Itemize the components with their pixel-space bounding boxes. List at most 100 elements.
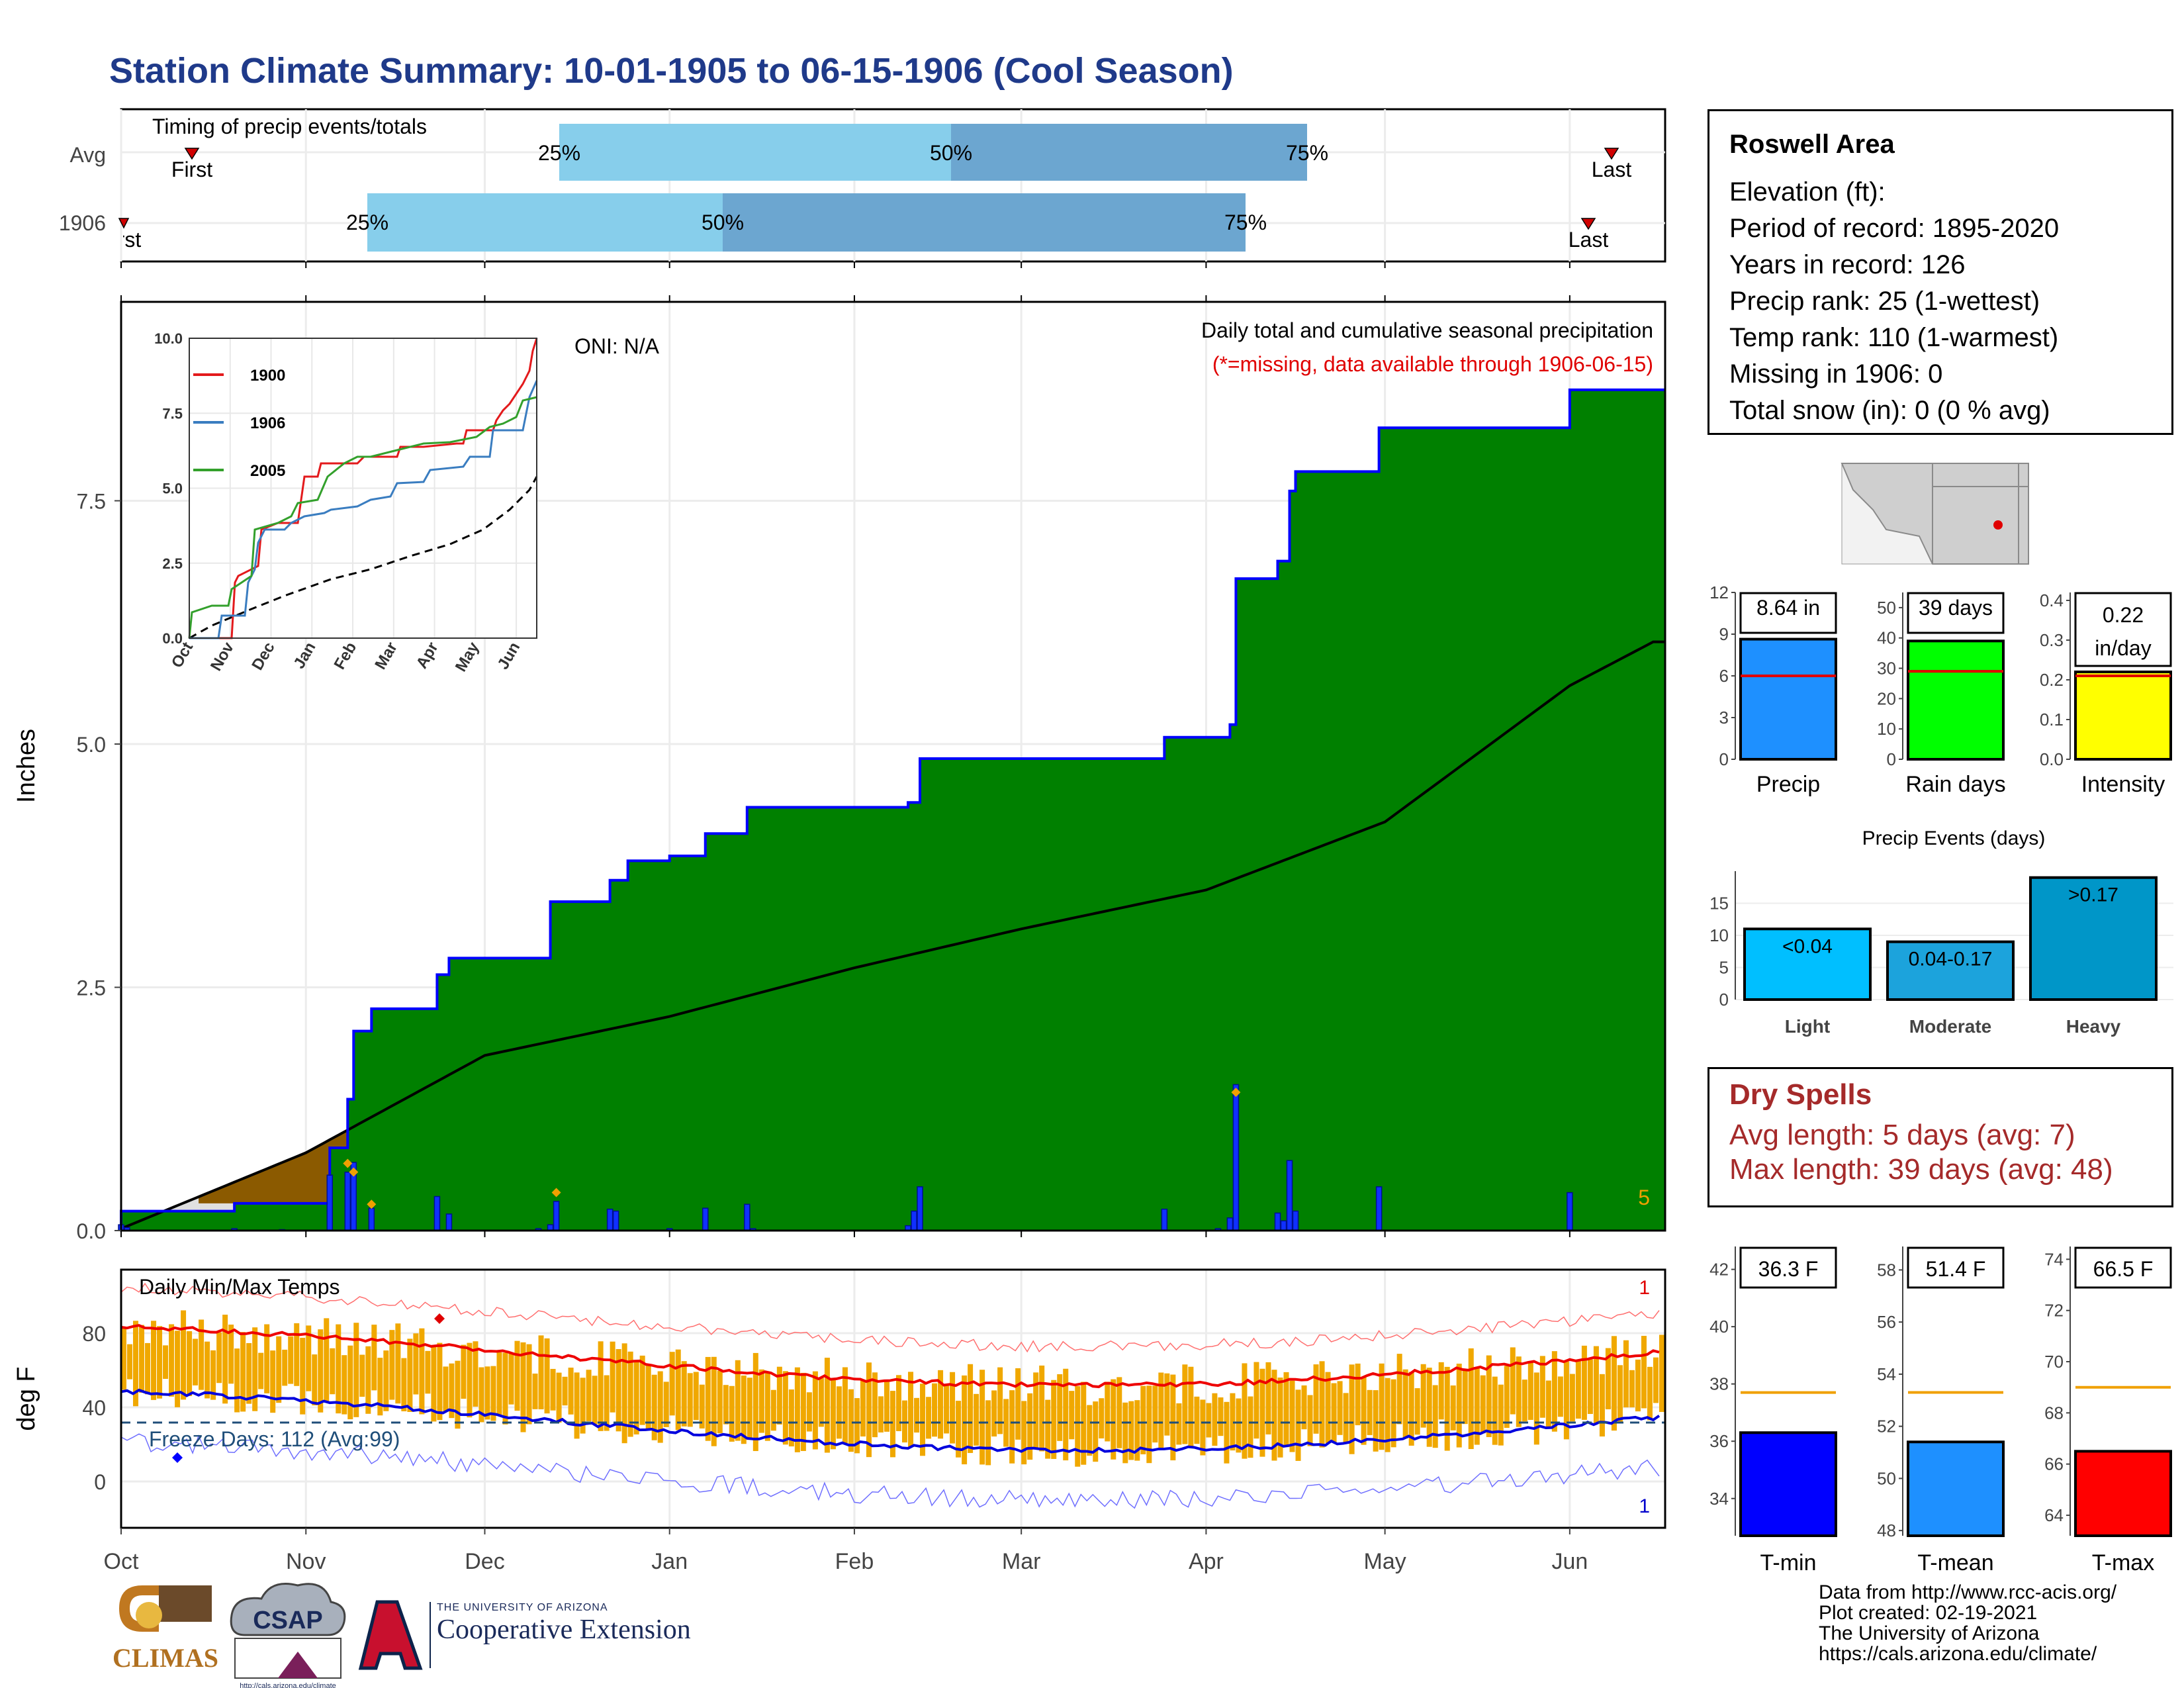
- temp-range-bar: [1402, 1369, 1408, 1439]
- heavy-day-marker: [367, 1199, 377, 1209]
- footer-line-url: https://cals.arizona.edu/climate/: [1819, 1643, 2097, 1665]
- intensity-label: Intensity: [2081, 772, 2165, 797]
- tmax-ytick-label: 72: [2044, 1301, 2064, 1321]
- temp-range-bar: [520, 1342, 526, 1432]
- y1906-25-50-bar: [367, 193, 723, 252]
- inset-xaxis: Oct Nov Dec Jan Feb Mar Apr May Jun: [168, 639, 524, 675]
- temp-range-bar: [210, 1350, 216, 1400]
- precip-ylabel: Inches: [13, 729, 40, 803]
- climas-logo: CLIMAS: [113, 1585, 218, 1673]
- temp-range-bar: [752, 1352, 758, 1452]
- precip-subtitle: Daily total and cumulative seasonal prec…: [1201, 318, 1653, 342]
- rain-days-ytick-label: 20: [1877, 688, 1896, 708]
- avg-last-label: Last: [1592, 158, 1632, 181]
- temp-range-bar: [812, 1371, 818, 1450]
- temp-range-bar: [699, 1384, 705, 1429]
- precip-amount-bar: [1739, 637, 1837, 761]
- temp-range-bar: [1015, 1368, 1021, 1440]
- temp-ytick-label: 80: [82, 1322, 106, 1346]
- precip-stat-bars: 0 3 6 9 12 8.64 in Precip 0 10 20 30 40 50 39 days Rai…: [1709, 583, 2176, 797]
- temp-range-bar: [1033, 1372, 1039, 1448]
- temp-range-bar: [604, 1375, 610, 1431]
- daily-precip-bar: [1232, 1084, 1240, 1231]
- tmax-ytick-label: 70: [2044, 1352, 2064, 1372]
- precip-amount-ytick-label: 0: [1719, 749, 1729, 769]
- temp-range-bar: [1134, 1400, 1140, 1461]
- temp-range-bar: [633, 1360, 639, 1434]
- rain-days-ytick-label: 30: [1877, 659, 1896, 679]
- temp-range-bar: [729, 1385, 735, 1442]
- temp-range-bar: [1176, 1403, 1182, 1445]
- tmin-label: T-min: [1760, 1550, 1817, 1575]
- precip-ytick-label: 7.5: [77, 490, 106, 514]
- temp-range-bar: [556, 1372, 562, 1423]
- tmean-ytick-label: 48: [1877, 1521, 1896, 1540]
- info-temp-rank: Temp rank: 110 (1-warmest): [1729, 323, 2059, 352]
- station-info-panel: Roswell Area Elevation (ft): Period of r…: [1707, 109, 2173, 435]
- ua-small-text: THE UNIVERSITY OF ARIZONA: [437, 1602, 608, 1613]
- precip-amount-ytick-label: 12: [1709, 583, 1729, 602]
- temp-range-bar: [663, 1382, 669, 1427]
- temp-range-bar: [1140, 1385, 1146, 1454]
- temp-range-bar: [443, 1366, 449, 1412]
- inset-ytick-label: 0.0: [162, 630, 183, 647]
- climas-sun: [136, 1602, 162, 1628]
- temp-range-bar: [794, 1367, 800, 1452]
- intensity-value-box: [2074, 592, 2172, 667]
- avg-min-line: [120, 1388, 1661, 1454]
- temp-range-bar: [956, 1401, 962, 1458]
- temp-range-bar: [920, 1383, 926, 1456]
- temp-range-bar: [401, 1358, 407, 1411]
- temp-range-bar: [1468, 1348, 1474, 1450]
- temp-range-bar: [1510, 1347, 1516, 1415]
- temp-range-bar: [312, 1354, 318, 1406]
- temp-range-bar: [490, 1366, 496, 1421]
- tmin-value: 36.3 F: [1758, 1257, 1819, 1281]
- temp-range-bar: [1105, 1382, 1111, 1442]
- record-max-marker: [434, 1313, 445, 1324]
- temp-range-bar: [234, 1348, 240, 1413]
- daily-precip-bar: [433, 1196, 441, 1231]
- temp-range-bar: [681, 1361, 687, 1427]
- csap-cloud: [230, 1583, 346, 1636]
- daily-precip-bar: [606, 1208, 614, 1231]
- temp-range-bar: [1504, 1366, 1510, 1429]
- temp-range-bar: [800, 1372, 806, 1451]
- inset-legend-label: 1900: [250, 367, 285, 385]
- temp-range-bar: [205, 1341, 210, 1399]
- daily-precip-bar: [1274, 1212, 1281, 1231]
- temp-range-bar: [1057, 1374, 1063, 1441]
- temp-ylabel: deg F: [13, 1366, 40, 1430]
- inset-line-2005: [188, 396, 537, 639]
- temp-range-bar: [1563, 1361, 1569, 1440]
- temp-range-bar: [270, 1350, 276, 1413]
- temp-ytick-label: 40: [82, 1396, 106, 1420]
- temp-range-bar: [1462, 1369, 1468, 1425]
- temp-range-bar: [1325, 1372, 1331, 1443]
- temp-range-bar: [1116, 1377, 1122, 1448]
- daily-precip-bar: [1280, 1220, 1287, 1231]
- temp-range-bar: [1474, 1368, 1480, 1445]
- first-freeze-marker: [172, 1452, 183, 1463]
- temp-range-bar: [717, 1370, 723, 1434]
- events-category-label: Moderate: [1909, 1016, 1991, 1037]
- rain-days-ytick-label: 40: [1877, 628, 1896, 648]
- inset-average-line: [189, 476, 538, 639]
- precip-value-box: [1739, 592, 1837, 634]
- timing-row-avg: Avg: [69, 143, 106, 167]
- temp-range-bar: [1265, 1362, 1271, 1434]
- tmin-ytick-label: 34: [1709, 1489, 1729, 1509]
- location-map: [1841, 463, 2029, 565]
- daily-precip-bar: [917, 1186, 923, 1231]
- temp-range-bar: [908, 1372, 914, 1447]
- avg-50-75-bar: [951, 124, 1307, 181]
- temp-range-bar: [1390, 1379, 1396, 1448]
- temp-range-bar: [592, 1376, 598, 1425]
- corner-number: 5: [1638, 1186, 1650, 1209]
- temp-range-bar: [1122, 1402, 1128, 1464]
- temp-range-bar: [145, 1342, 151, 1395]
- info-precip-rank: Precip rank: 25 (1-wettest): [1729, 287, 2040, 316]
- temp-range-bar: [258, 1352, 264, 1389]
- climas-text: CLIMAS: [113, 1643, 218, 1673]
